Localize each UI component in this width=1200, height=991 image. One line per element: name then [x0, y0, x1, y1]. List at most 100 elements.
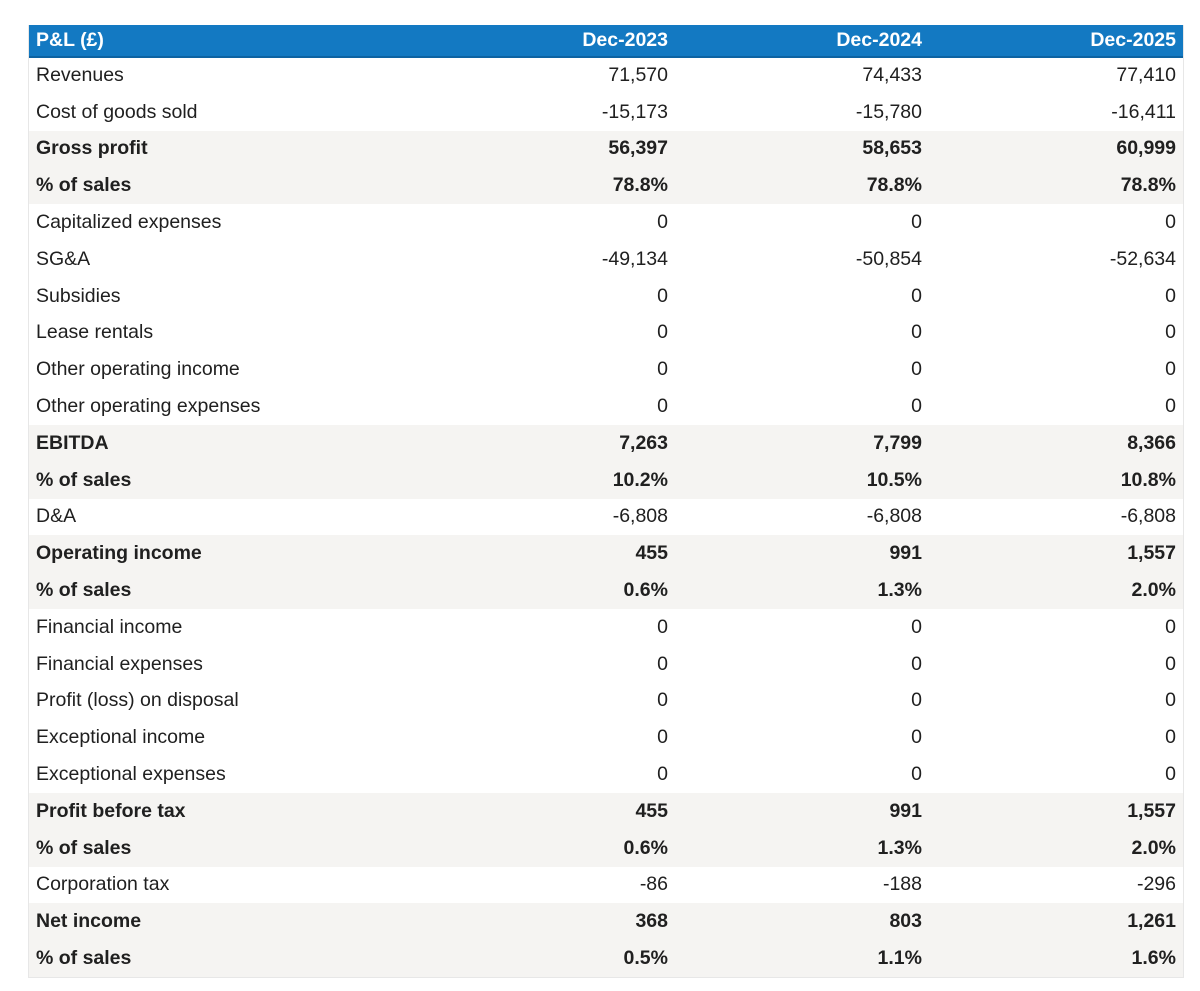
row-value: 368 — [635, 910, 668, 933]
row-value: 78.8% — [866, 174, 922, 197]
row-label: Cost of goods sold — [36, 100, 198, 123]
row-value: 803 — [889, 910, 922, 933]
row-value: 0 — [911, 358, 922, 381]
header-column-dec-2025: Dec-2025 — [929, 25, 1183, 58]
table-row: Gross profit 56,397 58,653 60,999 — [29, 130, 1183, 168]
row-value: 0 — [911, 726, 922, 749]
row-value: 1.3% — [877, 579, 922, 602]
pnl-statement-table: P&L (£) Dec-2023 Dec-2024 Dec-2025 Reven… — [28, 25, 1184, 978]
row-value: -15,780 — [855, 100, 922, 123]
table-row: Other operating expenses 0 0 0 — [29, 388, 1183, 425]
row-value: 0.6% — [623, 579, 668, 602]
row-value: 0 — [911, 395, 922, 418]
row-value: 60,999 — [1116, 137, 1176, 160]
row-value: 0 — [1165, 284, 1176, 307]
row-value: 77,410 — [1116, 64, 1176, 87]
table-row: Net income 368 803 1,261 — [29, 903, 1183, 941]
row-value: -86 — [639, 873, 668, 896]
row-value: 8,366 — [1127, 431, 1176, 454]
table-row: Revenues 71,570 74,433 77,410 — [29, 57, 1183, 94]
row-value: 0 — [657, 284, 668, 307]
row-value: 0 — [911, 211, 922, 234]
row-label: Financial income — [36, 615, 183, 638]
row-value: -6,808 — [612, 505, 668, 528]
row-label: Financial expenses — [36, 652, 203, 675]
row-value: 1,557 — [1127, 799, 1176, 822]
row-label: % of sales — [36, 174, 132, 197]
row-value: 0 — [1165, 689, 1176, 712]
row-value: 0 — [911, 284, 922, 307]
row-value: 0 — [657, 358, 668, 381]
table-row: D&A -6,808 -6,808 -6,808 — [29, 499, 1183, 536]
row-value: 71,570 — [608, 64, 668, 87]
row-value: -16,411 — [1111, 100, 1176, 123]
row-value: 0 — [911, 763, 922, 786]
row-value: 56,397 — [608, 137, 668, 160]
row-value: 0 — [657, 763, 668, 786]
table-row: Exceptional expenses 0 0 0 — [29, 756, 1183, 793]
pnl-table-header: P&L (£) Dec-2023 Dec-2024 Dec-2025 — [29, 25, 1183, 58]
row-value: 0.6% — [623, 836, 668, 859]
row-value: 7,263 — [619, 431, 668, 454]
row-value: 10.8% — [1120, 468, 1176, 491]
row-value: 0 — [1165, 358, 1176, 381]
row-value: 78.8% — [1120, 174, 1176, 197]
row-value: 991 — [889, 799, 922, 822]
header-title: P&L (£) — [29, 25, 421, 58]
table-row: Lease rentals 0 0 0 — [29, 315, 1183, 352]
table-row: Profit (loss) on disposal 0 0 0 — [29, 683, 1183, 720]
row-label: EBITDA — [36, 431, 109, 454]
row-label: Corporation tax — [36, 873, 170, 896]
row-value: 0 — [657, 652, 668, 675]
row-label: Capitalized expenses — [36, 211, 222, 234]
row-value: 2.0% — [1131, 836, 1176, 859]
table-row: Operating income 455 991 1,557 — [29, 535, 1183, 573]
table-row: % of sales 78.8% 78.8% 78.8% — [29, 167, 1183, 205]
header-column-dec-2024: Dec-2024 — [675, 25, 929, 58]
row-value: 1,261 — [1127, 910, 1176, 933]
row-label: % of sales — [36, 836, 132, 859]
row-value: 74,433 — [862, 64, 922, 87]
row-value: -188 — [882, 873, 922, 896]
table-row: % of sales 10.2% 10.5% 10.8% — [29, 461, 1183, 499]
row-value: 0 — [1165, 615, 1176, 638]
row-value: 0 — [1165, 652, 1176, 675]
row-value: 58,653 — [862, 137, 922, 160]
header-row: P&L (£) Dec-2023 Dec-2024 Dec-2025 — [29, 25, 1183, 58]
row-label: Profit before tax — [36, 799, 186, 822]
row-label: Other operating income — [36, 358, 240, 381]
row-value: 10.2% — [612, 468, 668, 491]
row-label: % of sales — [36, 468, 132, 491]
row-value: 0 — [911, 689, 922, 712]
row-value: 0 — [1165, 211, 1176, 234]
row-value: -49,134 — [601, 247, 668, 270]
row-label: Exceptional income — [36, 726, 206, 749]
row-value: 0 — [657, 726, 668, 749]
row-value: -6,808 — [1120, 505, 1176, 528]
row-label: Net income — [36, 910, 142, 933]
row-value: 0 — [1165, 763, 1176, 786]
row-value: 0 — [657, 395, 668, 418]
row-value: 1.1% — [877, 947, 922, 970]
row-value: 0 — [1165, 321, 1176, 344]
row-label: Profit (loss) on disposal — [36, 689, 239, 712]
row-value: 7,799 — [873, 431, 922, 454]
row-value: 2.0% — [1131, 579, 1176, 602]
row-value: 991 — [889, 542, 922, 565]
row-value: -15,173 — [601, 100, 668, 123]
table-row: SG&A -49,134 -50,854 -52,634 — [29, 241, 1183, 278]
pnl-table-body: Revenues 71,570 74,433 77,410 Cost of goods … — [29, 57, 1183, 977]
table-row: Profit before tax 455 991 1,557 — [29, 792, 1183, 830]
table-row: % of sales 0.6% 1.3% 2.0% — [29, 572, 1183, 609]
row-label: Lease rentals — [36, 321, 154, 344]
row-label: D&A — [36, 505, 77, 528]
pnl-table: P&L (£) Dec-2023 Dec-2024 Dec-2025 Reven… — [29, 25, 1183, 977]
table-row: EBITDA 7,263 7,799 8,366 — [29, 424, 1183, 462]
row-value: 0 — [657, 321, 668, 344]
row-value: 0 — [657, 689, 668, 712]
row-value: 0 — [1165, 395, 1176, 418]
table-row: Capitalized expenses 0 0 0 — [29, 204, 1183, 241]
row-label: Other operating expenses — [36, 395, 261, 418]
table-row: % of sales 0.6% 1.3% 2.0% — [29, 829, 1183, 867]
row-label: Gross profit — [36, 137, 148, 160]
